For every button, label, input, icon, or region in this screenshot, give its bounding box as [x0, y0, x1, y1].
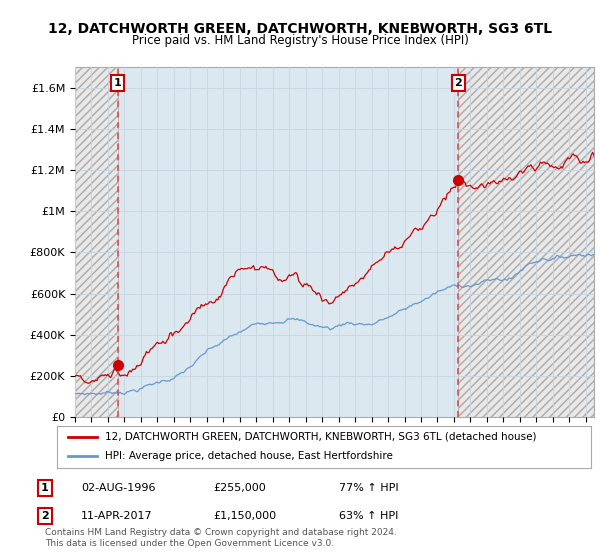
- Text: Contains HM Land Registry data © Crown copyright and database right 2024.
This d: Contains HM Land Registry data © Crown c…: [45, 528, 397, 548]
- Text: 02-AUG-1996: 02-AUG-1996: [81, 483, 155, 493]
- Text: 2: 2: [455, 78, 462, 88]
- Text: 12, DATCHWORTH GREEN, DATCHWORTH, KNEBWORTH, SG3 6TL (detached house): 12, DATCHWORTH GREEN, DATCHWORTH, KNEBWO…: [105, 432, 536, 442]
- Text: £255,000: £255,000: [213, 483, 266, 493]
- Bar: [75, 67, 118, 417]
- Text: 63% ↑ HPI: 63% ↑ HPI: [339, 511, 398, 521]
- Text: £1,150,000: £1,150,000: [213, 511, 276, 521]
- Text: 77% ↑ HPI: 77% ↑ HPI: [339, 483, 398, 493]
- Text: 12, DATCHWORTH GREEN, DATCHWORTH, KNEBWORTH, SG3 6TL: 12, DATCHWORTH GREEN, DATCHWORTH, KNEBWO…: [48, 22, 552, 36]
- Text: 1: 1: [113, 78, 121, 88]
- Text: Price paid vs. HM Land Registry's House Price Index (HPI): Price paid vs. HM Land Registry's House …: [131, 34, 469, 48]
- Text: HPI: Average price, detached house, East Hertfordshire: HPI: Average price, detached house, East…: [105, 451, 393, 461]
- Text: 1: 1: [41, 483, 49, 493]
- Text: 11-APR-2017: 11-APR-2017: [81, 511, 152, 521]
- Text: 2: 2: [41, 511, 49, 521]
- Bar: [458, 67, 600, 417]
